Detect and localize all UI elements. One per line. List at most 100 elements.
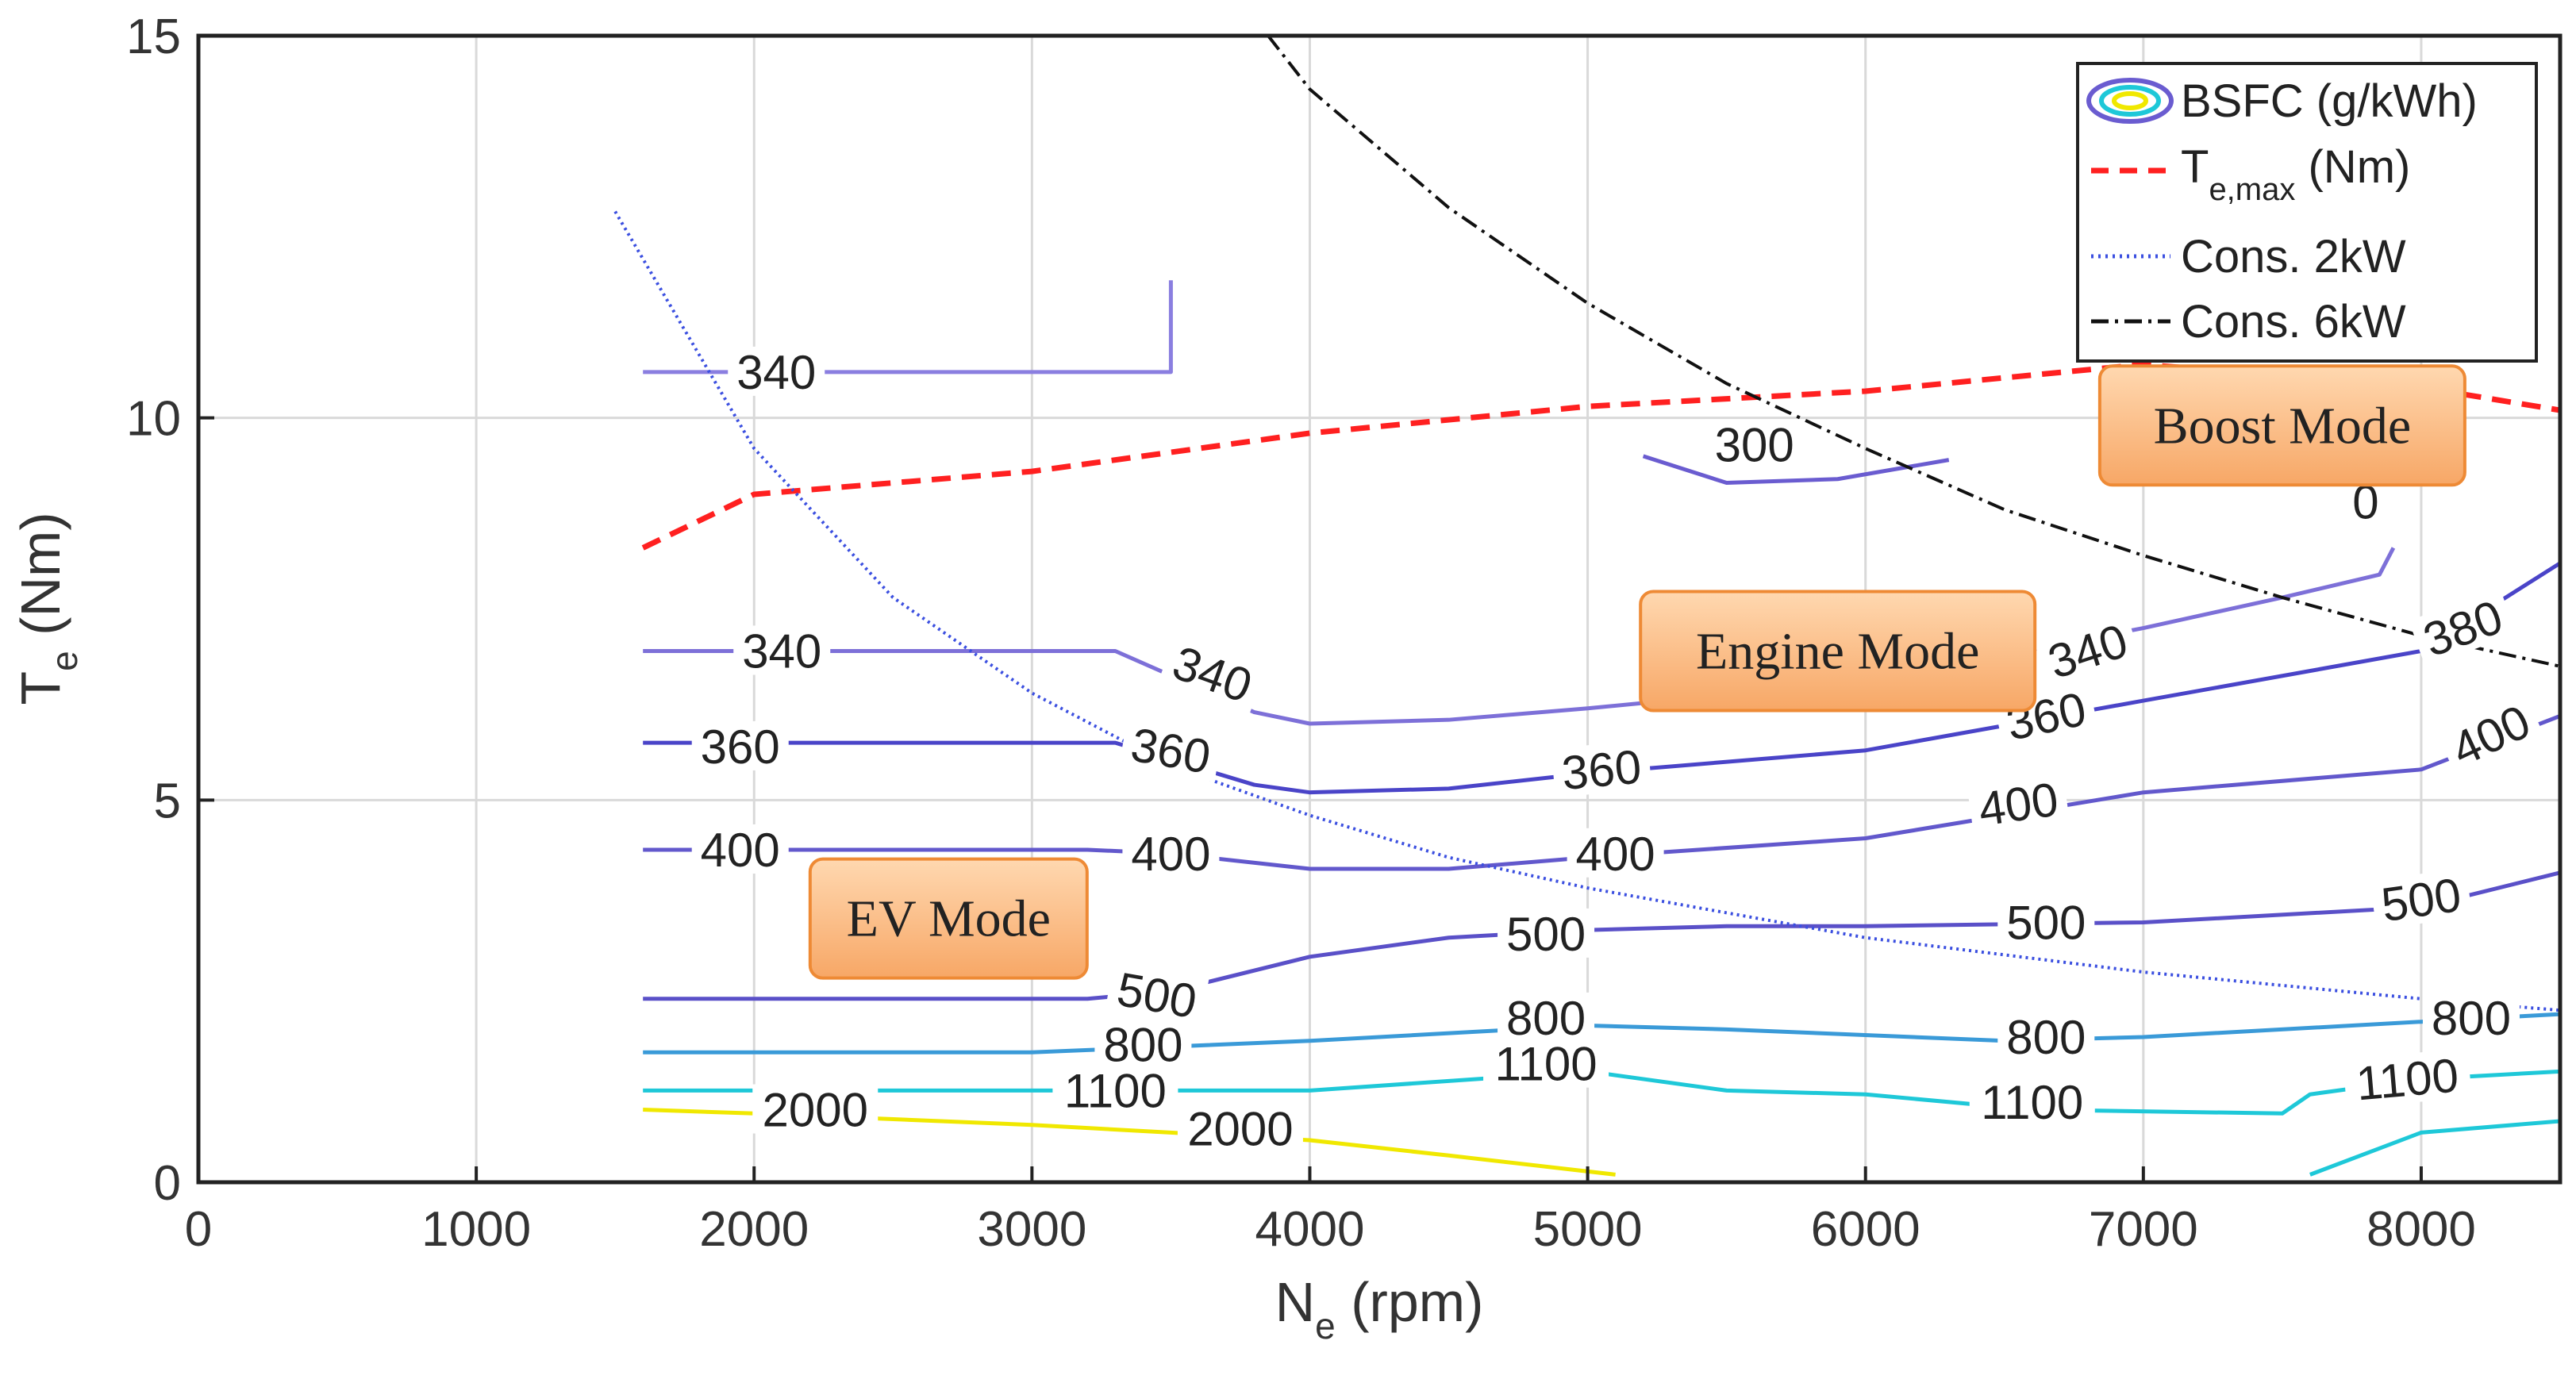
legend-label-temax: Te,max (Nm) <box>2181 141 2410 207</box>
contour-label-bg-23 <box>1483 1038 1609 1088</box>
contour-label-text-4: 360 <box>701 720 780 774</box>
contour-label-28: 300 <box>1705 418 1803 471</box>
contour-label-bg-12 <box>1967 771 2070 835</box>
contour-label-21: 800 <box>2422 992 2520 1045</box>
legend: BSFC (g/kWh) Te,max (Nm) Cons. 2kW Cons.… <box>2076 62 2538 363</box>
contour-label-26: 2000 <box>752 1083 879 1136</box>
contour-label-bg-26 <box>752 1084 879 1134</box>
contour-label-bg-18 <box>1094 1019 1192 1069</box>
contour-label-bg-6 <box>1551 740 1652 798</box>
contour-label-text-26: 2000 <box>763 1083 868 1136</box>
contour-label-text-20: 800 <box>2006 1011 2086 1064</box>
contour-label-text-11: 400 <box>1576 828 1655 881</box>
contour-label-text-18: 800 <box>1103 1019 1182 1072</box>
tick-label-x-0: 0 <box>185 1202 212 1257</box>
tick-label-x-1000: 1000 <box>421 1202 531 1257</box>
contour-label-text-25: 1100 <box>2354 1048 2460 1110</box>
contour-label-bg-13 <box>2436 691 2545 778</box>
contour-label-text-28: 300 <box>1715 418 1794 471</box>
contour-label-text-22: 1100 <box>1064 1064 1167 1117</box>
contour-label-24: 1100 <box>1969 1076 2095 1129</box>
tick-label-y-5: 5 <box>154 774 181 828</box>
tick-label-y-0: 0 <box>154 1156 181 1211</box>
contour-line-2000-0 <box>643 1107 1616 1177</box>
contour-label-text-23: 1100 <box>1495 1038 1598 1091</box>
contour-label-bg-15 <box>1498 908 1595 958</box>
contour-label-text-6: 360 <box>1559 740 1644 800</box>
contour-label-bg-22 <box>1052 1065 1178 1115</box>
contour-label-bg-14 <box>1105 961 1209 1028</box>
contour-label-text-12: 400 <box>1975 773 2061 836</box>
axis-ticks: 0 1000 2000 3000 4000 5000 6000 7000 8000 0 5 10 15 <box>126 10 2476 1257</box>
contour-label-10: 400 <box>1122 828 1220 881</box>
mode-label-2: Boost Mode <box>2154 397 2412 455</box>
contour-label-15: 500 <box>1498 908 1595 961</box>
series-line-2 <box>1267 36 2560 668</box>
contour-label-12: 400 <box>1967 771 2070 836</box>
contour-label-bg-19 <box>1498 992 1595 1042</box>
contour-label-text-19: 800 <box>1506 992 1586 1045</box>
contour-label-bg-4 <box>691 720 789 770</box>
contour-label-bg-20 <box>1997 1011 2095 1061</box>
legend-label-bsfc: BSFC (g/kWh) <box>2181 75 2478 127</box>
contour-label-bg-16 <box>1997 897 2095 947</box>
contour-label-text-10: 400 <box>1131 828 1210 881</box>
contour-label-27: 2000 <box>1177 1103 1303 1156</box>
contour-label-bg-0 <box>728 346 825 396</box>
mode-box-1 <box>1639 590 2037 713</box>
contour-label-text-1: 340 <box>742 624 821 678</box>
series-line-1 <box>613 210 2560 1012</box>
legend-label-cons6kw: Cons. 6kW <box>2181 296 2406 348</box>
tick-label-x-3000: 3000 <box>977 1202 1086 1257</box>
contour-label-bg-17 <box>2370 867 2473 930</box>
tick-label-y-15: 15 <box>126 10 181 64</box>
contour-label-bg-11 <box>1567 828 1664 878</box>
contour-label-16: 500 <box>1997 896 2095 949</box>
contour-label-bg-2 <box>1159 633 1267 713</box>
tick-label-x-8000: 8000 <box>2366 1202 2476 1257</box>
mode-box-0 <box>808 857 1089 980</box>
tick-label-x-7000: 7000 <box>2089 1202 2198 1257</box>
tick-label-y-10: 10 <box>126 392 181 447</box>
contour-label-bg-10 <box>1122 828 1220 878</box>
contour-label-18: 800 <box>1094 1019 1192 1072</box>
contour-label-bg-24 <box>1969 1076 2095 1126</box>
contour-label-bg-1 <box>733 625 831 675</box>
contour-label-17: 500 <box>2370 867 2473 932</box>
x-axis-label: Ne (rpm) <box>1275 1271 1484 1347</box>
contour-label-6: 360 <box>1551 740 1652 800</box>
contour-label-text-21: 800 <box>2432 992 2511 1045</box>
mode-annotations: EV Mode Engine Mode Boost Mode <box>808 364 2466 980</box>
contour-label-20: 800 <box>1997 1011 2095 1064</box>
contour-label-text-16: 500 <box>2006 896 2086 949</box>
contour-label-bg-28 <box>1705 419 1803 469</box>
tick-label-x-6000: 6000 <box>1811 1202 1920 1257</box>
tick-label-x-4000: 4000 <box>1255 1202 1365 1257</box>
contour-label-text-0: 340 <box>736 346 816 399</box>
contour-label-bg-9 <box>691 824 789 874</box>
contour-label-4: 360 <box>691 720 789 774</box>
contour-label-bg-25 <box>2342 1048 2472 1108</box>
mode-box-2 <box>2097 364 2466 487</box>
contour-label-bg-3 <box>2033 612 2142 689</box>
mode-label-0: EV Mode <box>847 890 1051 948</box>
legend-label-cons2kw: Cons. 2kW <box>2181 231 2406 282</box>
contour-label-1: 340 <box>733 624 831 678</box>
contour-label-bg-5 <box>1119 716 1224 782</box>
contour-label-text-17: 500 <box>2378 868 2464 932</box>
contour-line-300-9 <box>1642 454 1950 486</box>
contour-label-text-27: 2000 <box>1187 1103 1293 1156</box>
contour-label-9: 400 <box>691 824 789 877</box>
contour-label-23: 1100 <box>1483 1038 1609 1091</box>
contour-label-text-9: 400 <box>701 824 780 877</box>
contour-line-1100-2 <box>2309 1119 2560 1177</box>
contour-label-bg-27 <box>1177 1103 1303 1153</box>
contour-label-text-15: 500 <box>1506 908 1586 961</box>
contour-label-25: 1100 <box>2342 1048 2472 1110</box>
legend-icon-bsfc <box>2086 78 2174 124</box>
contour-label-bg-21 <box>2422 992 2520 1042</box>
mode-label-1: Engine Mode <box>1696 622 1979 680</box>
contour-label-0: 340 <box>728 346 825 399</box>
contour-label-text-24: 1100 <box>1981 1076 2083 1129</box>
contour-label-11: 400 <box>1567 828 1664 881</box>
